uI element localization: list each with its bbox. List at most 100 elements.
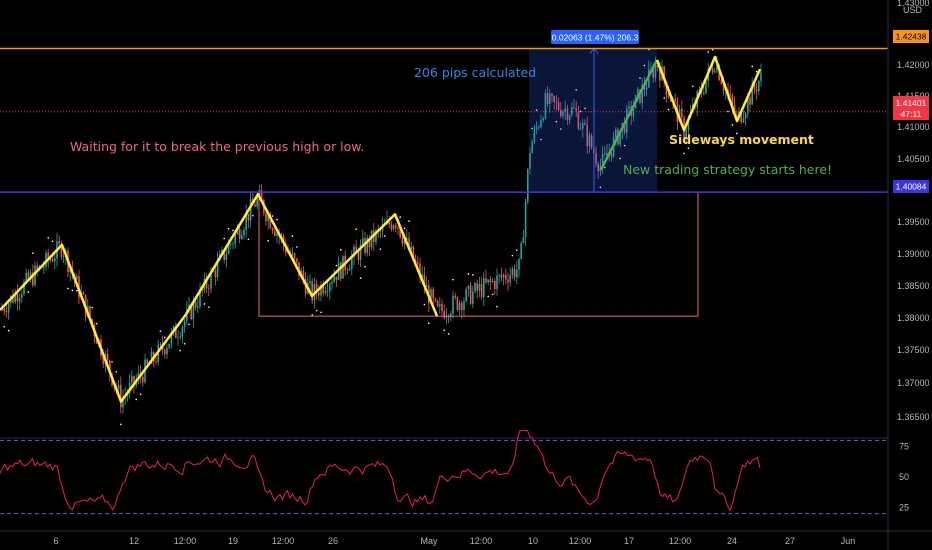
- candle-body: [645, 87, 648, 90]
- candle-body: [454, 295, 456, 298]
- candle-body: [531, 141, 533, 153]
- sar-dot: [47, 237, 49, 239]
- rsi-tick: 50: [899, 472, 909, 482]
- candle-body: [656, 64, 659, 68]
- candle-body: [520, 242, 522, 259]
- sar-dot: [663, 97, 665, 99]
- candle-body: [320, 284, 322, 296]
- candle-body: [590, 135, 593, 148]
- time-tick: 12:00: [272, 536, 295, 546]
- sar-dot: [447, 333, 450, 335]
- candle-body: [276, 233, 278, 236]
- sar-dot: [208, 306, 210, 308]
- time-tick: 24: [727, 536, 737, 546]
- candle-body: [43, 266, 45, 269]
- candle-body: [397, 227, 399, 229]
- candle-body: [102, 355, 104, 364]
- sar-dot: [359, 277, 362, 279]
- candle-body: [722, 84, 725, 91]
- candle-body: [527, 169, 529, 202]
- sar-dot: [535, 109, 538, 111]
- candle-body: [175, 326, 177, 338]
- rsi-axis: 75 50 25: [899, 442, 909, 513]
- candle-body: [604, 153, 606, 155]
- price-axis[interactable]: 1.36500 1.37000 1.37500 1.38000 1.38500 1.390…: [897, 0, 930, 422]
- candle-body: [82, 292, 85, 295]
- candle-body: [346, 270, 349, 271]
- price-tick: 1.41000: [897, 122, 930, 132]
- rsi-tick: 75: [899, 442, 909, 452]
- time-axis[interactable]: 6 12 12:00 19 12:00 26 May 12:00 10 12:00 17 12:00 2…: [53, 536, 855, 546]
- candle-body: [652, 68, 654, 78]
- candle-body: [619, 130, 621, 145]
- price-tag-orange-text: 1.42438: [896, 32, 927, 42]
- sar-dot: [540, 138, 542, 141]
- candle-body: [571, 107, 573, 116]
- sar-dot: [95, 322, 98, 325]
- candle-body: [507, 279, 509, 283]
- rsi-tick: 25: [899, 503, 909, 513]
- candle-body: [60, 243, 63, 257]
- candle-body: [516, 269, 518, 278]
- candle-body: [637, 89, 639, 96]
- time-tick: 6: [53, 536, 58, 546]
- candle-body: [274, 231, 276, 236]
- candle-body: [247, 213, 250, 221]
- candle-body: [406, 237, 408, 240]
- candle-body: [269, 214, 272, 229]
- candle-body: [390, 224, 393, 230]
- candle-body: [47, 252, 49, 261]
- sar-dot: [584, 107, 586, 110]
- candle-body: [588, 135, 591, 147]
- candle-body: [533, 129, 536, 142]
- candle-body: [311, 281, 313, 301]
- candle-body: [419, 263, 421, 278]
- annotation-pips: 206 pips calculated: [414, 65, 536, 80]
- sar-dot: [252, 214, 254, 217]
- candle-body: [21, 294, 23, 298]
- candle-body: [529, 152, 531, 170]
- candle-body: [340, 262, 342, 279]
- candle-body: [322, 284, 324, 294]
- candle-body: [210, 271, 212, 289]
- candle-body: [496, 275, 498, 289]
- candle-body: [403, 239, 406, 244]
- price-tick: 1.36500: [897, 412, 930, 422]
- sar-dot: [575, 89, 577, 91]
- annotation-sideways: Sideways movement: [669, 132, 814, 147]
- candle-body: [494, 280, 496, 289]
- sar-dot: [707, 51, 709, 53]
- measure-box: [529, 48, 657, 193]
- parabolic-sar: [3, 48, 758, 426]
- candle-body: [265, 213, 267, 222]
- candle-body: [117, 384, 120, 390]
- price-tick: 1.43000: [897, 0, 930, 8]
- sar-dot: [115, 370, 118, 373]
- candle-body: [164, 349, 166, 355]
- sar-dot: [291, 235, 294, 237]
- candle-body: [703, 93, 705, 94]
- candle-body: [452, 295, 454, 314]
- candle-body: [238, 228, 241, 240]
- candle-body: [731, 95, 734, 105]
- candle-body: [109, 360, 111, 374]
- sar-dot: [443, 329, 446, 332]
- sar-dot: [560, 128, 562, 130]
- candle-body: [14, 293, 16, 303]
- sar-dot: [271, 215, 274, 217]
- candle-body: [362, 238, 364, 245]
- sar-dot: [579, 110, 582, 113]
- sar-dot: [711, 48, 714, 51]
- candle-body: [392, 225, 395, 230]
- price-tag-blue: 1.40084: [893, 180, 929, 193]
- candle-body: [535, 127, 538, 130]
- candle-body: [216, 260, 219, 278]
- sar-dot: [472, 274, 474, 276]
- candle-body: [487, 279, 489, 283]
- candle-body: [641, 84, 643, 103]
- candle-body: [168, 343, 170, 349]
- candle-body: [747, 97, 749, 114]
- price-tag-red-text: 1.41401: [896, 98, 927, 108]
- time-tick: 27: [785, 536, 795, 546]
